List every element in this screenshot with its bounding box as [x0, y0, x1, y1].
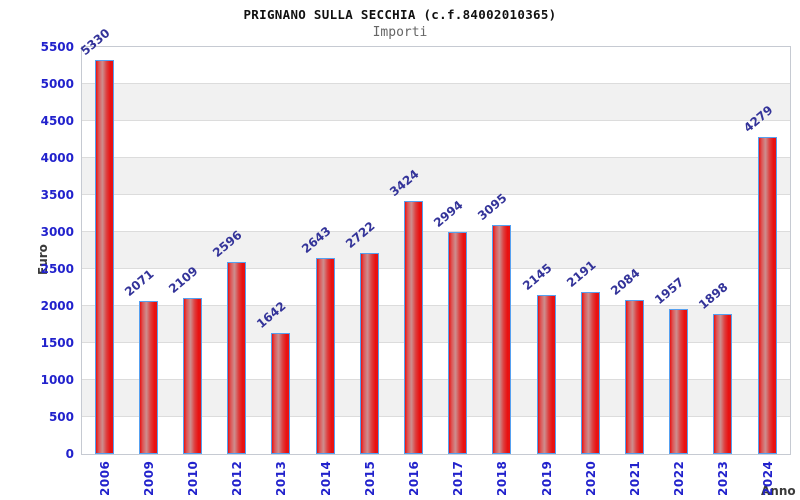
y-tick-label: 3500 [40, 188, 74, 202]
bar [580, 291, 600, 454]
plot-band [82, 47, 790, 84]
plot-band [82, 232, 790, 269]
x-tick-label: 2006 [97, 460, 112, 496]
y-gridline [82, 157, 790, 158]
bar [624, 299, 644, 454]
x-tick-label: 2009 [141, 460, 156, 496]
y-tick-label: 4500 [40, 114, 74, 128]
y-tick-label: 2500 [40, 262, 74, 276]
x-tick-label: 2021 [627, 460, 642, 496]
bar [271, 332, 291, 454]
y-tick-label: 2000 [40, 299, 74, 313]
plot-area: 5330 2071 2109 2596 1642 2643 2722 3424 2994 3095… [78, 25, 791, 455]
y-gridline [82, 305, 790, 306]
y-gridline [82, 268, 790, 269]
bar [448, 232, 468, 454]
plot-band [82, 195, 790, 232]
bar [403, 200, 423, 454]
plot-band [82, 84, 790, 121]
x-tick-label: 2023 [716, 460, 731, 496]
x-tick-label: 2024 [760, 460, 775, 496]
bar [492, 224, 512, 454]
x-tick-label: 2012 [230, 460, 245, 496]
x-tick-label: 2018 [495, 460, 510, 496]
bar [182, 297, 202, 454]
y-tick-label: 500 [48, 410, 74, 424]
chart-subtitle: Importi [372, 25, 428, 40]
y-gridline [82, 342, 790, 343]
x-tick-label: 2014 [318, 460, 333, 496]
bar [94, 59, 114, 454]
x-tick-label: 2017 [451, 460, 466, 496]
x-tick-label: 2019 [539, 460, 554, 496]
y-tick-label: 5500 [40, 40, 74, 54]
chart-title: PRIGNANO SULLA SECCHIA (c.f.84002010365) [243, 7, 557, 22]
plot-band [82, 121, 790, 158]
x-tick-label: 2013 [274, 460, 289, 496]
x-tick-label: 2010 [185, 460, 200, 496]
plot-band [82, 158, 790, 195]
x-tick-label: 2016 [406, 460, 421, 496]
x-tick-label: 2020 [583, 460, 598, 496]
y-gridline [82, 231, 790, 232]
y-tick-label: 5000 [40, 77, 74, 91]
bar [669, 309, 689, 454]
y-tick-label: 1500 [40, 336, 74, 350]
bar [138, 300, 158, 454]
x-tick-label: 2015 [362, 460, 377, 496]
bar [359, 252, 379, 454]
bar [713, 313, 733, 454]
y-tick-label: 0 [65, 447, 74, 461]
y-gridline [82, 120, 790, 121]
y-gridline [82, 379, 790, 380]
x-axis-title: Anno [761, 484, 796, 498]
bar [227, 261, 247, 454]
y-gridline [82, 83, 790, 84]
y-gridline [82, 416, 790, 417]
y-tick-label: 4000 [40, 151, 74, 165]
bar [536, 295, 556, 454]
y-tick-label: 1000 [40, 373, 74, 387]
x-tick-label: 2022 [672, 460, 687, 496]
y-gridline [82, 194, 790, 195]
bar [315, 258, 335, 454]
y-tick-label: 3000 [40, 225, 74, 239]
bar [757, 137, 777, 454]
